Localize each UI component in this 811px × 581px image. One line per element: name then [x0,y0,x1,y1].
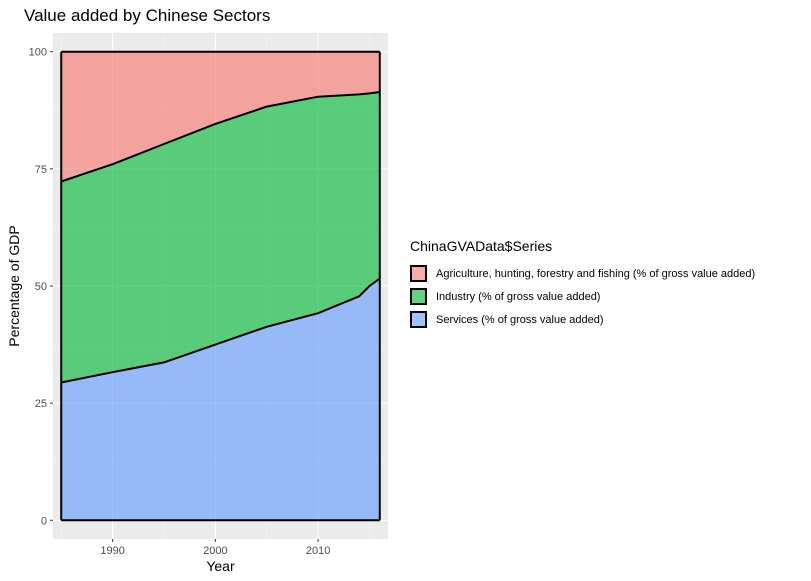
y-tick-label: 100 [29,47,47,59]
y-tick-label: 50 [35,281,47,293]
area-services [61,278,380,521]
legend-title: ChinaGVAData$Series [410,238,553,254]
legend-label-industry: Industry (% of gross value added) [436,290,601,303]
boundary-industry [60,91,380,183]
legend-key-industry [410,288,427,305]
x-tick-label: 2000 [203,545,227,557]
legend-item-agriculture: Agriculture, hunting, forestry and fishi… [410,262,755,285]
legend-key-services [410,311,427,328]
x-tick-label: 2010 [306,545,330,557]
area-agriculture [61,51,380,182]
legend-key-agriculture [410,265,427,282]
legend-label-services: Services (% of gross value added) [436,313,604,326]
area-outline-group [60,50,381,522]
y-tick-label: 75 [35,164,47,176]
y-tick-label: 0 [41,515,47,527]
boundary-services [61,277,381,384]
x-tick-label: 1990 [100,545,124,557]
legend-item-services: Services (% of gross value added) [410,308,755,331]
legend: ChinaGVAData$Series Agriculture, hunting… [410,238,755,331]
y-axis-title: Percentage of GDP [6,225,22,346]
chart-title: Value added by Chinese Sectors [24,6,271,25]
area-industry [61,92,380,383]
legend-item-industry: Industry (% of gross value added) [410,285,755,308]
x-axis-title: Year [206,558,235,574]
axes: 0 25 50 75 100 1990 2000 2010 [29,47,331,557]
legend-label-agriculture: Agriculture, hunting, forestry and fishi… [436,267,756,280]
area-series-group [61,51,380,521]
y-tick-label: 25 [35,398,47,410]
